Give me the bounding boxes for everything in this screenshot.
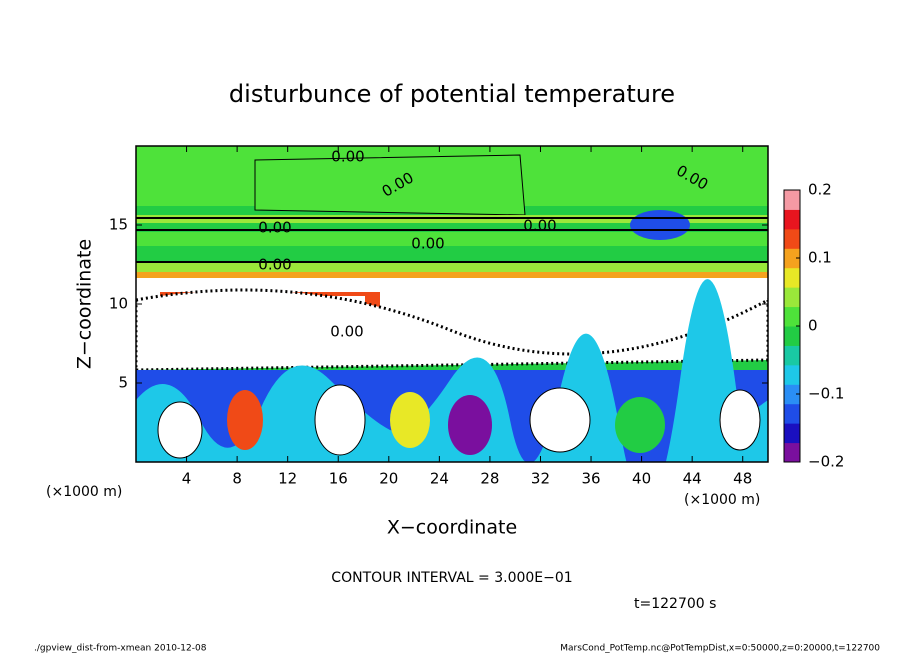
colorbar-tick-label: 0.1 [808,249,832,267]
colorbar-segment [784,248,800,269]
chart-title: disturbunce of potential temperature [229,80,675,108]
y-tick-label: 5 [118,374,128,392]
colorbar-segment [784,267,800,288]
footer-left: ./gpview_dist-from-xmean 2010-12-08 [34,644,207,654]
colorbar-segment [784,384,800,405]
contour-label: 0.00 [330,323,363,341]
contour-label: 0.00 [331,148,364,166]
time-label: t=122700 s [634,596,716,612]
x-tick-label: 36 [581,470,600,488]
x-tick-label: 44 [683,470,702,488]
x-tick-label: 4 [182,470,192,488]
x-unit: (×1000 m) [684,492,760,508]
colorbar-segment [784,306,800,327]
colorbar-segment [784,364,800,385]
contour-label: 0.00 [523,217,556,235]
x-tick-label: 40 [632,470,651,488]
colorbar-segment [784,190,800,210]
colorbar-tick-label: −0.1 [808,385,844,403]
colorbar-segment [784,228,800,249]
contour-interval: CONTOUR INTERVAL = 3.000E−01 [331,570,572,586]
colorbar-segment [784,442,800,463]
colorbar-segment [784,287,800,308]
contour-label: 0.00 [411,235,444,253]
x-tick-label: 12 [278,470,297,488]
x-tick-label: 28 [480,470,499,488]
contour-label: 0.00 [258,256,291,274]
colorbar-segment [784,345,800,366]
footer-right: MarsCond_PotTemp.nc@PotTempDist,x=0:5000… [560,644,880,654]
x-tick-label: 24 [430,470,449,488]
contour-label: 0.00 [258,219,291,237]
colorbar-segment [784,423,800,444]
y-tick-label: 15 [109,216,128,234]
colorbar-segment [784,209,800,230]
x-tick-label: 8 [232,470,242,488]
colorbar-segment [784,326,800,346]
field [136,146,768,462]
colorbar-tick-label: 0.2 [808,181,832,199]
colorbar-tick-label: −0.2 [808,453,844,471]
x-axis-label: X−coordinate [387,517,517,539]
colorbar-tick-label: 0 [808,317,818,335]
x-tick-label: 32 [531,470,550,488]
y-tick-label: 10 [109,295,128,313]
y-unit: (×1000 m) [46,484,122,500]
x-tick-label: 16 [329,470,348,488]
colorbar-segment [784,403,800,424]
x-tick-label: 48 [733,470,752,488]
y-axis-label: Z−coordinate [74,239,96,369]
x-tick-label: 20 [379,470,398,488]
